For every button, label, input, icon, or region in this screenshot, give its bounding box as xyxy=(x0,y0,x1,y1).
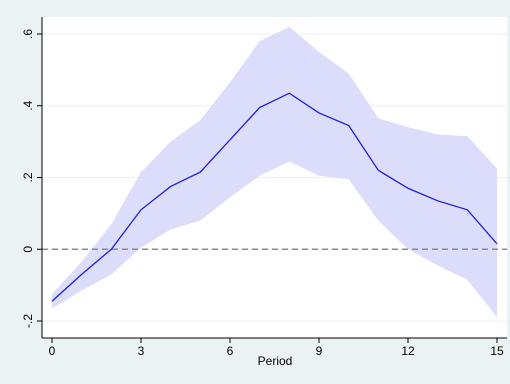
series-line xyxy=(51,92,498,302)
axis-ticks: 0 3 6 9 12 15 -.2 0 .2 .4 .6 xyxy=(21,29,504,358)
x-tick-label: 0 xyxy=(49,344,56,358)
x-axis-label: Period xyxy=(258,354,293,368)
y-tick-label: .4 xyxy=(21,100,35,110)
y-tick-label: 0 xyxy=(21,246,35,253)
y-tick-label: -.2 xyxy=(21,314,35,328)
x-tick-label: 15 xyxy=(490,344,504,358)
series-layer xyxy=(51,92,498,302)
confidence-band xyxy=(52,26,497,318)
x-tick-label: 12 xyxy=(401,344,415,358)
x-tick-label: 6 xyxy=(227,344,234,358)
x-tick-label: 9 xyxy=(316,344,323,358)
y-tick-label: .6 xyxy=(21,29,35,39)
x-tick-label: 3 xyxy=(138,344,145,358)
y-tick-label: .2 xyxy=(21,172,35,182)
